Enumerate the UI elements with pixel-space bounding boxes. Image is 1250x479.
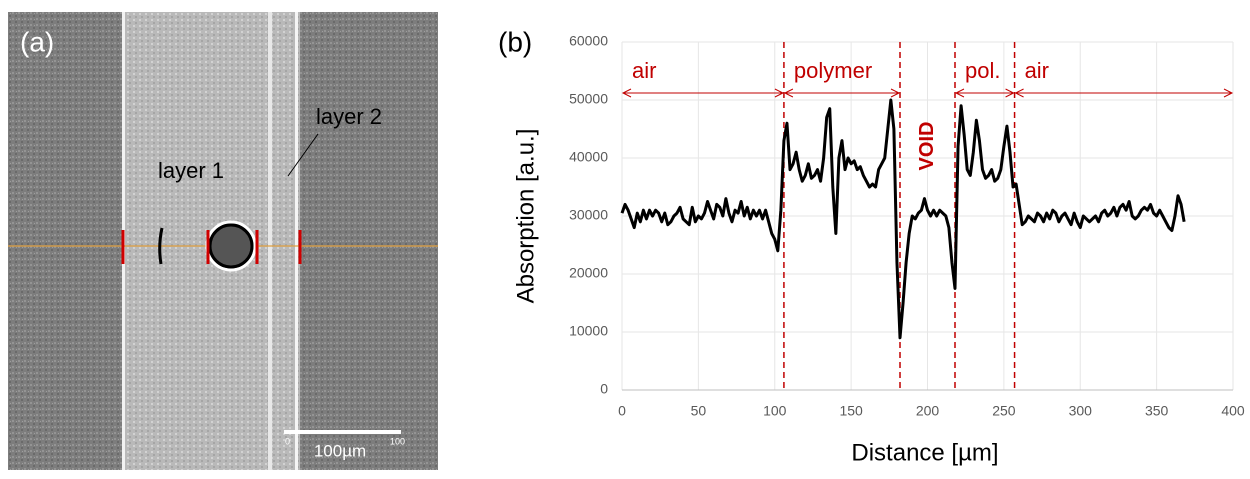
scale-end: 100: [390, 436, 405, 446]
boundary-marks: [121, 230, 302, 264]
region-label: polymer: [794, 58, 872, 83]
scale-label: 100µm: [314, 441, 366, 460]
scale-start: 0: [285, 436, 290, 446]
arrow-head: [621, 88, 632, 98]
y-tick-label: 40000: [569, 149, 608, 165]
x-tick-label: 50: [691, 403, 707, 419]
y-tick-label: 50000: [569, 91, 608, 107]
region-label: VOID: [916, 122, 938, 171]
layer-edge: [268, 12, 272, 470]
x-tick-label: 250: [992, 403, 1016, 419]
y-tick-label: 60000: [569, 33, 608, 49]
x-tick-label: 200: [916, 403, 940, 419]
data-line: [620, 98, 1186, 340]
arrow-head: [954, 88, 965, 98]
void-edge: [208, 223, 254, 269]
region-label: air: [632, 58, 656, 83]
annotation: layer 2: [316, 104, 382, 129]
arrow-head: [890, 88, 901, 98]
y-axis-label: Absorption [a.u.]: [512, 129, 539, 304]
x-tick-label: 400: [1221, 403, 1245, 419]
arrow-head: [783, 88, 794, 98]
defect: [158, 227, 164, 265]
region-label: pol.: [965, 58, 1000, 83]
y-tick-label: 20000: [569, 265, 608, 281]
layer-edge: [295, 12, 298, 470]
panel-label: (a): [20, 26, 54, 57]
y-tick-label: 30000: [569, 207, 608, 223]
y-tick-label: 10000: [569, 323, 608, 339]
x-tick-label: 100: [763, 403, 787, 419]
arrow-head: [774, 88, 785, 98]
x-axis-label: Distance [µm]: [851, 439, 998, 466]
arrow-head: [1223, 88, 1234, 98]
arrow-head: [1014, 88, 1024, 98]
x-tick-label: 350: [1145, 403, 1169, 419]
annotation: layer 1: [158, 158, 224, 183]
region-label: air: [1025, 58, 1049, 83]
y-tick-label: 0: [600, 381, 608, 397]
x-tick-label: 150: [839, 403, 863, 419]
micrograph: (a) layer 1 layer 2 0 100 100µm: [8, 12, 438, 470]
x-tick-label: 300: [1069, 403, 1093, 419]
leader-line: [287, 133, 319, 177]
panel-label: (b): [498, 26, 532, 57]
arrow-head: [1005, 88, 1015, 98]
x-tick-label: 0: [618, 403, 626, 419]
void: [205, 220, 257, 272]
scale-bar: [284, 430, 401, 434]
